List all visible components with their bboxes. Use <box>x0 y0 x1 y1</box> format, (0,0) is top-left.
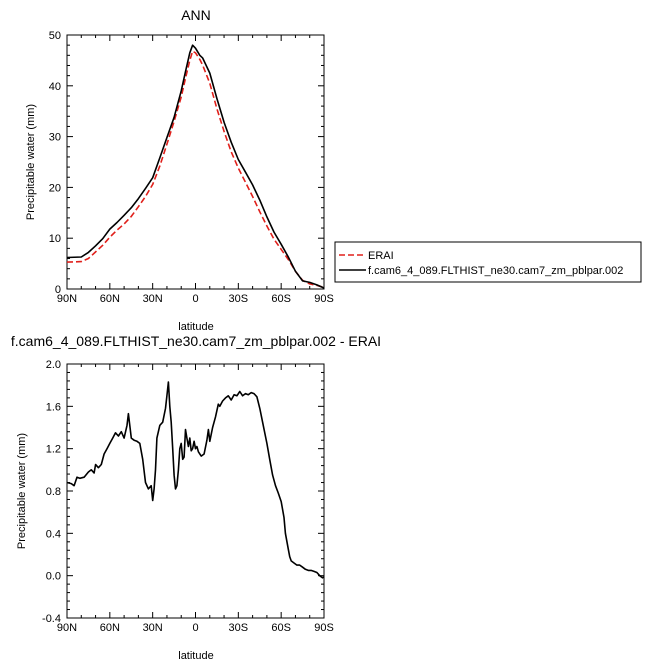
top-y-tick-label: 40 <box>49 81 61 93</box>
top-y-tick-label: 30 <box>49 132 61 144</box>
top-series-lines <box>66 44 325 289</box>
bottom-plot-frame <box>66 363 325 619</box>
bottom-x-tick-label: 30S <box>229 622 249 634</box>
top-x-tick-label: 30S <box>229 293 249 305</box>
bottom-chart: f.cam6_4_089.FLTHIST_ne30.cam7_zm_pblpar… <box>11 333 381 662</box>
bottom-chart-xlabel: latitude <box>178 650 213 662</box>
bottom-y-tick-label: 0.0 <box>46 571 61 583</box>
bottom-series-line-0 <box>66 381 325 579</box>
top-x-tick-label: 60S <box>271 293 291 305</box>
top-chart-xlabel: latitude <box>178 321 213 333</box>
bottom-x-tick-label: 60N <box>100 622 120 634</box>
legend-label-erai: ERAI <box>368 250 394 262</box>
top-series-line-1 <box>66 44 325 289</box>
top-y-ticks: 0 10 20 30 40 50 <box>49 30 324 296</box>
top-y-tick-label: 0 <box>55 284 61 296</box>
bottom-x-ticks: 90N 60N 30N 0 30S 60S 90S <box>57 364 334 634</box>
top-x-tick-label: 60N <box>100 293 120 305</box>
top-x-tick-label: 90S <box>314 293 334 305</box>
bottom-x-tick-label: 90S <box>314 622 334 634</box>
bottom-y-tick-label: 0.4 <box>46 528 61 540</box>
bottom-x-tick-label: 60S <box>271 622 291 634</box>
bottom-y-ticks: -0.4 0.0 0.4 0.8 1.2 1.6 2.0 <box>42 359 324 625</box>
bottom-series-lines <box>66 381 325 579</box>
legend: ERAI f.cam6_4_089.FLTHIST_ne30.cam7_zm_p… <box>334 241 642 283</box>
legend-label-model: f.cam6_4_089.FLTHIST_ne30.cam7_zm_pblpar… <box>368 265 623 277</box>
top-y-tick-label: 50 <box>49 30 61 42</box>
bottom-y-tick-label: 2.0 <box>46 359 61 371</box>
top-x-tick-label: 30N <box>143 293 163 305</box>
bottom-y-tick-label: 1.2 <box>46 444 61 456</box>
top-chart-ylabel: Precipitable water (mm) <box>25 104 37 220</box>
bottom-y-tick-label: 1.6 <box>46 401 61 413</box>
top-y-tick-label: 20 <box>49 182 61 194</box>
bottom-x-tick-label: 90N <box>57 622 77 634</box>
top-chart: ANN Precipitable water (mm) latitude 90N… <box>25 7 334 333</box>
bottom-x-tick-label: 0 <box>192 622 198 634</box>
bottom-chart-title: f.cam6_4_089.FLTHIST_ne30.cam7_zm_pblpar… <box>11 333 381 349</box>
top-x-tick-label: 90N <box>57 293 77 305</box>
bottom-y-tick-label: 0.8 <box>46 486 61 498</box>
top-x-ticks: 90N 60N 30N 0 30S 60S 90S <box>57 35 334 305</box>
bottom-chart-ylabel: Precipitable water (mm) <box>16 433 28 549</box>
bottom-y-tick-label: -0.4 <box>42 613 61 625</box>
top-y-tick-label: 10 <box>49 233 61 245</box>
bottom-x-tick-label: 30N <box>143 622 163 634</box>
top-x-tick-label: 0 <box>192 293 198 305</box>
legend-box <box>334 241 642 283</box>
top-series-line-0 <box>66 50 325 289</box>
top-chart-title: ANN <box>181 7 211 23</box>
